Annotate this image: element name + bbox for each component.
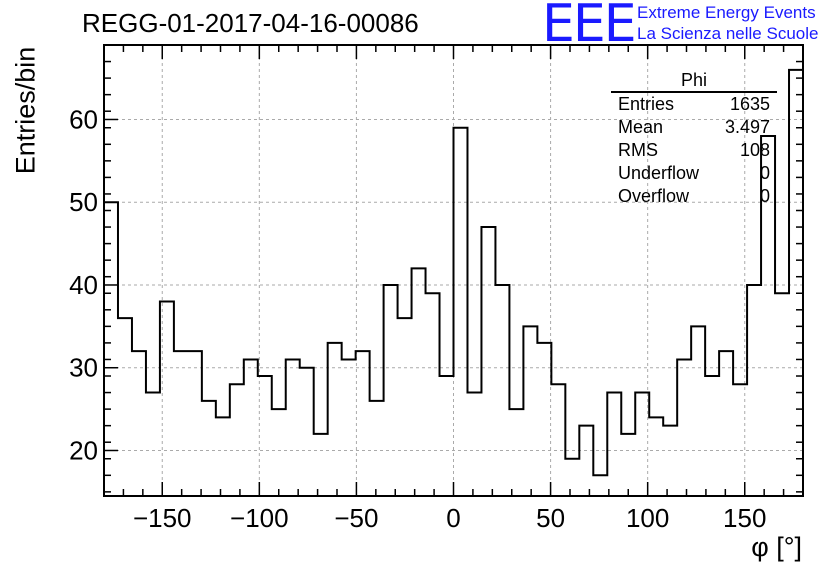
stats-value: 1635 bbox=[729, 94, 770, 114]
stats-row-overflow: Overflow 0 bbox=[611, 185, 777, 208]
y-tick-label: 30 bbox=[69, 353, 98, 383]
histogram-series bbox=[103, 68, 804, 496]
stats-label: Entries bbox=[618, 94, 675, 114]
stats-value: 3.497 bbox=[724, 117, 770, 137]
stats-label: Mean bbox=[618, 117, 664, 137]
stats-label: Underflow bbox=[618, 163, 700, 183]
stats-row-entries: Entries 1635 bbox=[611, 93, 777, 116]
stats-value: 0 bbox=[759, 163, 770, 183]
logo-line-2: La Scienza nelle Scuole bbox=[637, 24, 819, 43]
stats-row-rms: RMS 108 bbox=[611, 139, 777, 162]
x-tick-label: −50 bbox=[334, 503, 378, 533]
x-axis-label: φ [°] bbox=[751, 532, 802, 562]
stats-row-underflow: Underflow 0 bbox=[611, 162, 777, 185]
stats-box-title: Phi bbox=[611, 70, 777, 93]
x-tick-label: 100 bbox=[626, 503, 669, 533]
chart-title: REGG-01-2017-04-16-00086 bbox=[82, 8, 419, 38]
stats-label: Overflow bbox=[618, 186, 690, 206]
x-tick-label: 150 bbox=[723, 503, 766, 533]
stats-label: RMS bbox=[618, 140, 658, 160]
stats-value: 0 bbox=[759, 186, 770, 206]
x-tick-label: −100 bbox=[230, 503, 289, 533]
y-tick-label: 20 bbox=[69, 435, 98, 465]
axis-tick-labels: −150 −100 −50 0 50 100 150 20 30 40 50 60 bbox=[69, 104, 766, 533]
y-tick-label: 40 bbox=[69, 270, 98, 300]
x-tick-label: −150 bbox=[133, 503, 192, 533]
x-tick-label: 0 bbox=[446, 503, 460, 533]
y-axis-label: Entries/bin bbox=[10, 46, 41, 175]
y-tick-label: 50 bbox=[69, 187, 98, 217]
stats-row-mean: Mean 3.497 bbox=[611, 116, 777, 139]
stats-value: 108 bbox=[739, 140, 770, 160]
y-tick-label: 60 bbox=[69, 104, 98, 134]
logo-line-1: Extreme Energy Events bbox=[637, 3, 816, 22]
stats-box: Phi Entries 1635 Mean 3.497 RMS 108 Unde… bbox=[611, 70, 777, 208]
axis-ticks bbox=[103, 45, 804, 496]
eee-logo: EEE bbox=[542, 0, 637, 54]
x-tick-label: 50 bbox=[536, 503, 565, 533]
